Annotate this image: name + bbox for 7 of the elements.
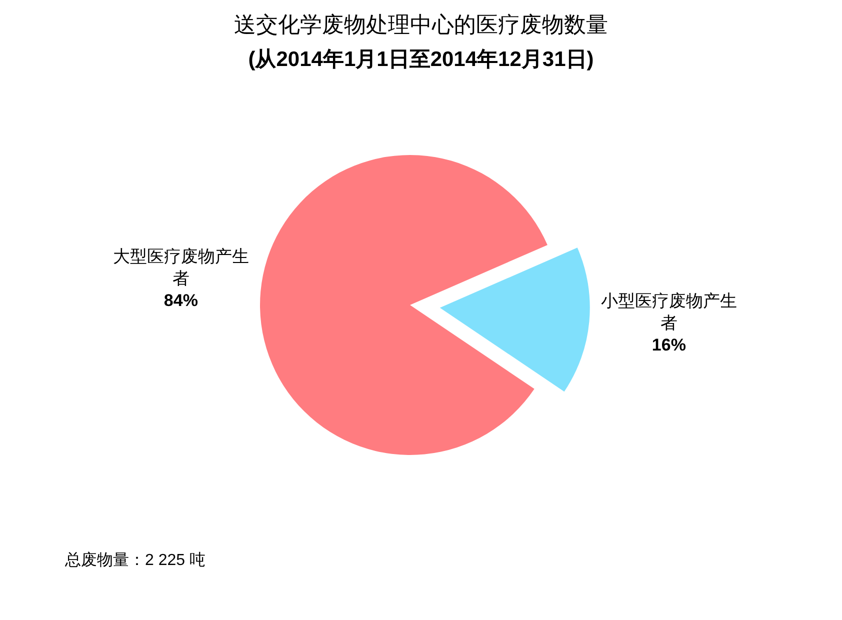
slice-label: 小型医疗废物产生者	[600, 292, 737, 333]
slice-label: 大型医疗废物产生者	[112, 247, 249, 288]
chart-subtitle: (从2014年1月1日至2014年12月31日)	[248, 48, 594, 71]
text: 总废物量：2 225 吨	[64, 551, 206, 569]
chart-title: 送交化学废物处理中心的医疗废物数量	[234, 12, 608, 37]
data-label: 16%	[652, 336, 686, 355]
data-label: 84%	[164, 291, 198, 310]
